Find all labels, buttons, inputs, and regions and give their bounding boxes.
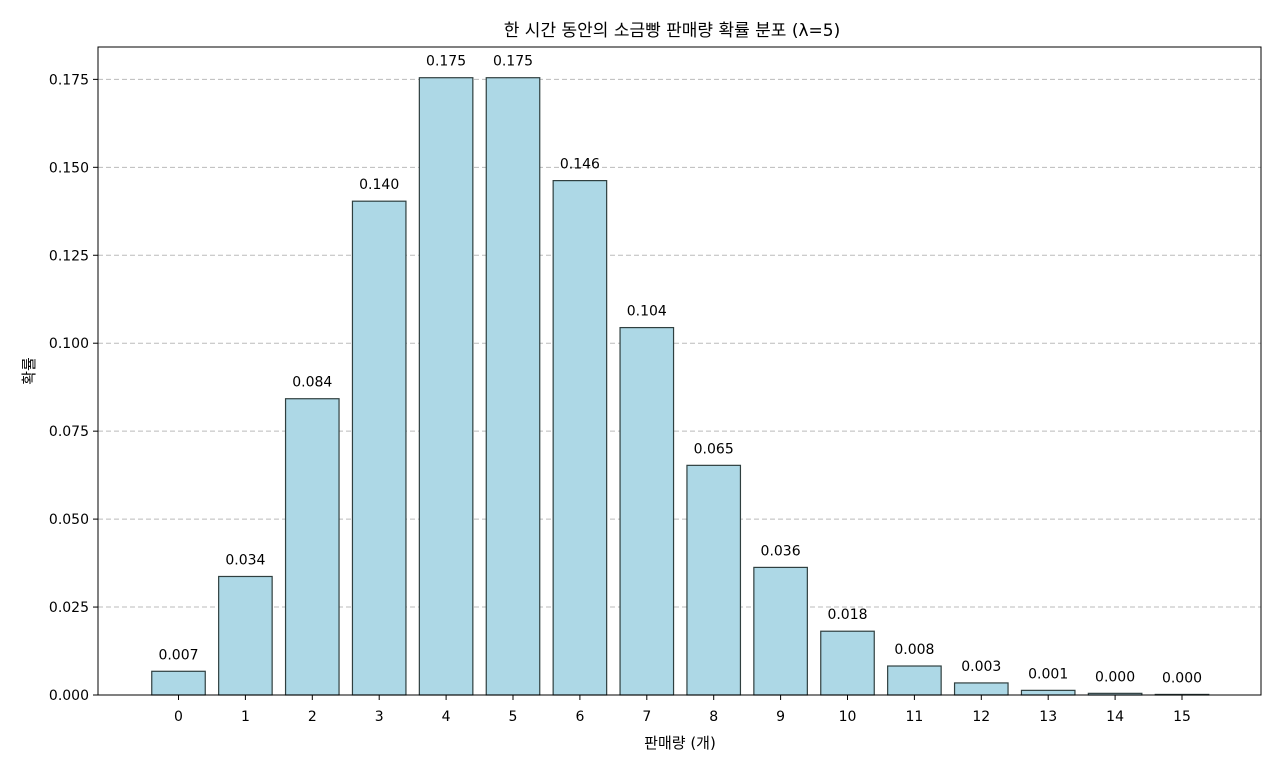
bar xyxy=(552,180,608,696)
y-axis-label: 확률 xyxy=(20,357,38,385)
y-tick-label: 0.175 xyxy=(49,72,89,88)
bar xyxy=(351,200,407,696)
y-axis: 0.000 0.025 0.050 0.075 0.100 0.125 0.150 0.175 xyxy=(49,72,98,704)
y-tick-label: 0.025 xyxy=(49,600,89,616)
x-tick-label: 14 xyxy=(1106,709,1124,725)
bar-value-label: 0.008 xyxy=(894,642,934,658)
x-tick-label: 8 xyxy=(709,709,718,725)
x-tick-label: 13 xyxy=(1039,709,1057,725)
x-tick-label: 0 xyxy=(174,709,183,725)
y-tick-label: 0.000 xyxy=(49,688,89,704)
x-axis-label: 판매량 (개) xyxy=(644,734,716,752)
bar-value-label: 0.175 xyxy=(493,54,533,70)
bar-value-label: 0.065 xyxy=(694,441,734,457)
y-tick-label: 0.050 xyxy=(49,512,89,528)
bar xyxy=(753,566,808,696)
bar xyxy=(619,326,675,696)
bar xyxy=(485,77,541,696)
bar-value-label: 0.018 xyxy=(827,607,867,623)
bar-value-label: 0.146 xyxy=(560,157,600,173)
x-axis: 0 1 2 3 4 5 6 7 8 9 10 11 12 13 14 15 xyxy=(174,695,1191,725)
y-tick-label: 0.150 xyxy=(49,160,89,176)
bar-value-label: 0.140 xyxy=(359,177,399,193)
bar xyxy=(887,665,942,696)
bar-value-label: 0.104 xyxy=(627,304,667,320)
bar-labels: 0.007 0.034 0.084 0.140 0.175 0.175 0.146 0.104… xyxy=(158,54,1202,687)
bar xyxy=(953,682,1009,696)
x-tick-label: 9 xyxy=(776,709,785,725)
x-tick-label: 10 xyxy=(839,709,857,725)
bar-value-label: 0.036 xyxy=(761,543,801,559)
bar-value-label: 0.000 xyxy=(1095,669,1135,685)
bar-value-label: 0.003 xyxy=(961,659,1001,675)
y-tick-label: 0.125 xyxy=(49,248,89,264)
bar-value-label: 0.000 xyxy=(1162,670,1202,686)
x-tick-label: 7 xyxy=(642,709,651,725)
x-tick-label: 1 xyxy=(241,709,250,725)
bar xyxy=(820,630,875,696)
bar xyxy=(151,670,206,696)
bar-value-label: 0.007 xyxy=(158,647,198,663)
y-tick-label: 0.100 xyxy=(49,336,89,352)
bar-value-label: 0.175 xyxy=(426,54,466,70)
x-tick-label: 12 xyxy=(972,709,990,725)
bar xyxy=(1020,689,1076,696)
bar xyxy=(218,575,273,696)
y-tick-label: 0.075 xyxy=(49,424,89,440)
bar-value-label: 0.001 xyxy=(1028,666,1068,682)
x-tick-label: 3 xyxy=(375,709,384,725)
bar xyxy=(686,464,742,696)
bar-value-label: 0.034 xyxy=(225,552,265,568)
bar-value-label: 0.084 xyxy=(292,375,332,391)
plot-frame xyxy=(97,46,1262,696)
x-tick-label: 5 xyxy=(509,709,518,725)
bar xyxy=(284,398,340,696)
x-tick-label: 2 xyxy=(308,709,317,725)
x-tick-label: 4 xyxy=(442,709,451,725)
grid-lines xyxy=(98,78,1261,608)
x-tick-label: 15 xyxy=(1173,709,1191,725)
chart-title: 한 시간 동안의 소금빵 판매량 확률 분포 (λ=5) xyxy=(504,21,840,41)
bars xyxy=(151,77,1210,696)
x-tick-label: 11 xyxy=(905,709,923,725)
bar xyxy=(418,77,474,696)
x-tick-label: 6 xyxy=(575,709,584,725)
